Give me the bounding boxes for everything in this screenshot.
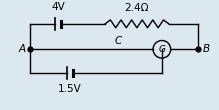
Text: 2.4Ω: 2.4Ω [125, 3, 149, 13]
Text: G: G [158, 45, 165, 54]
Text: B: B [202, 44, 210, 54]
Text: 1.5V: 1.5V [58, 84, 82, 94]
Text: C: C [114, 36, 122, 46]
Text: 4V: 4V [51, 2, 65, 12]
Text: A: A [18, 44, 25, 54]
